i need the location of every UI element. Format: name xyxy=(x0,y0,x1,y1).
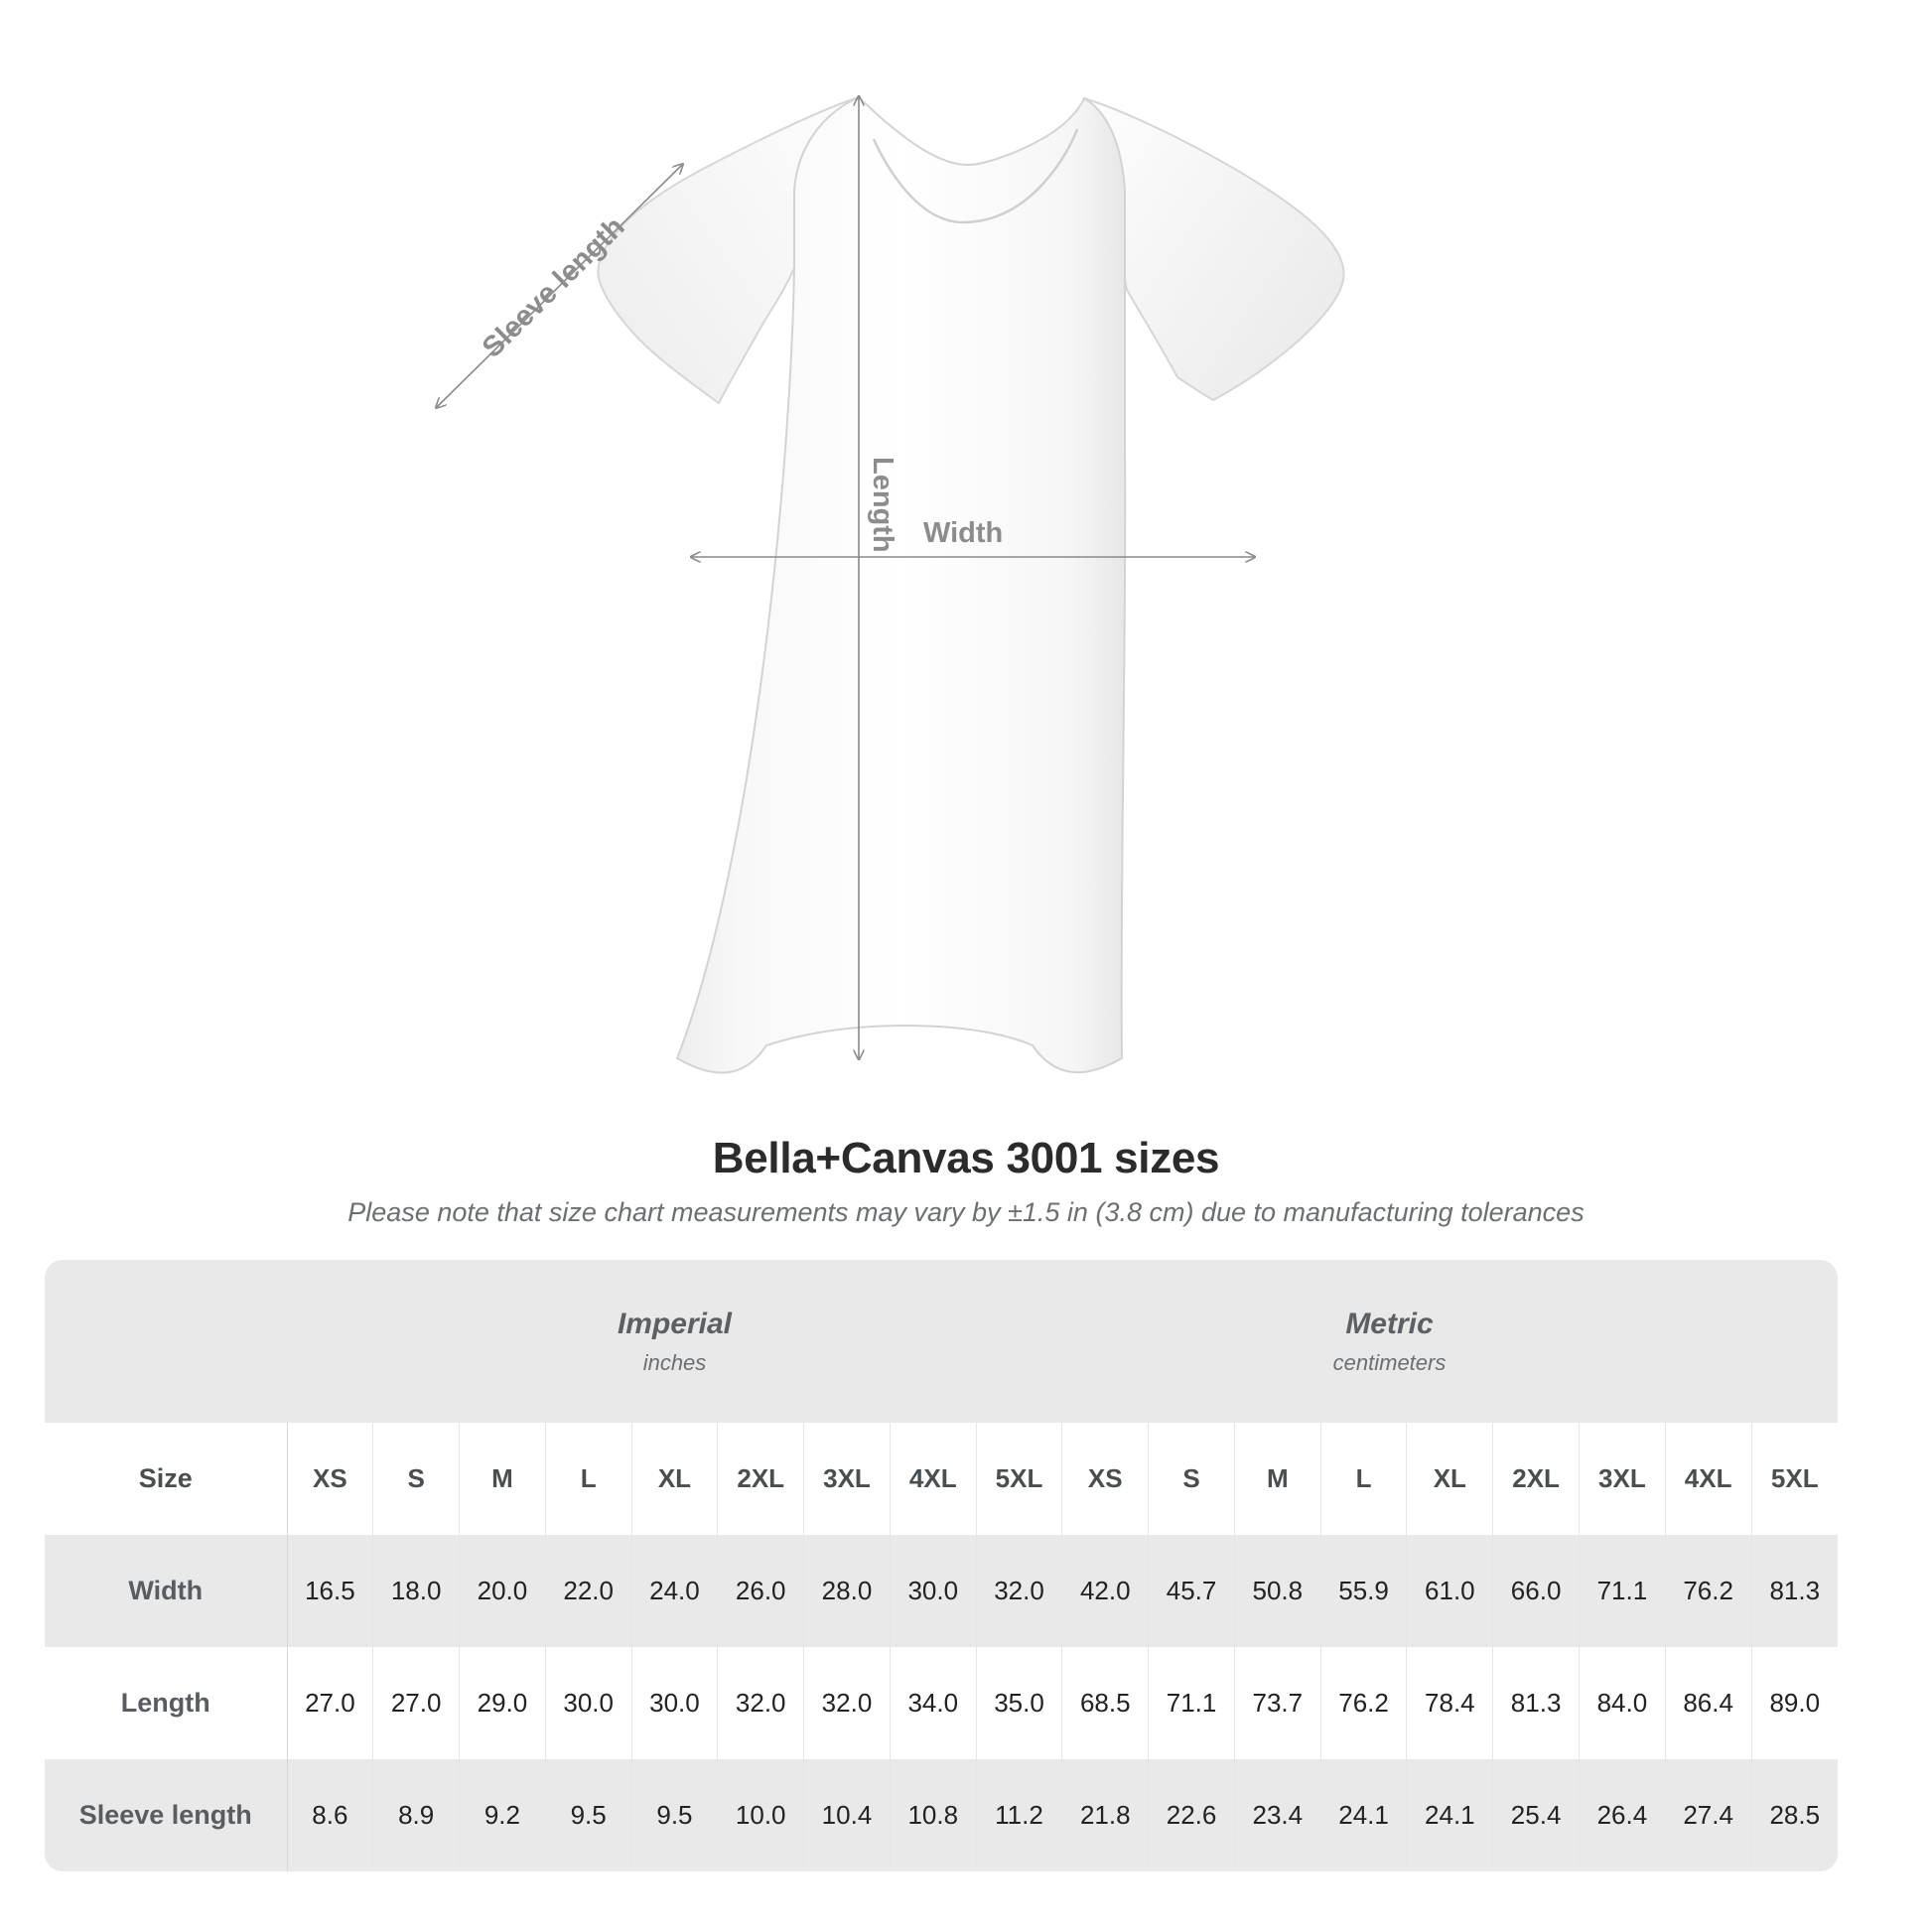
svg-text:Length: Length xyxy=(867,457,898,553)
svg-text:Width: Width xyxy=(923,517,1003,549)
